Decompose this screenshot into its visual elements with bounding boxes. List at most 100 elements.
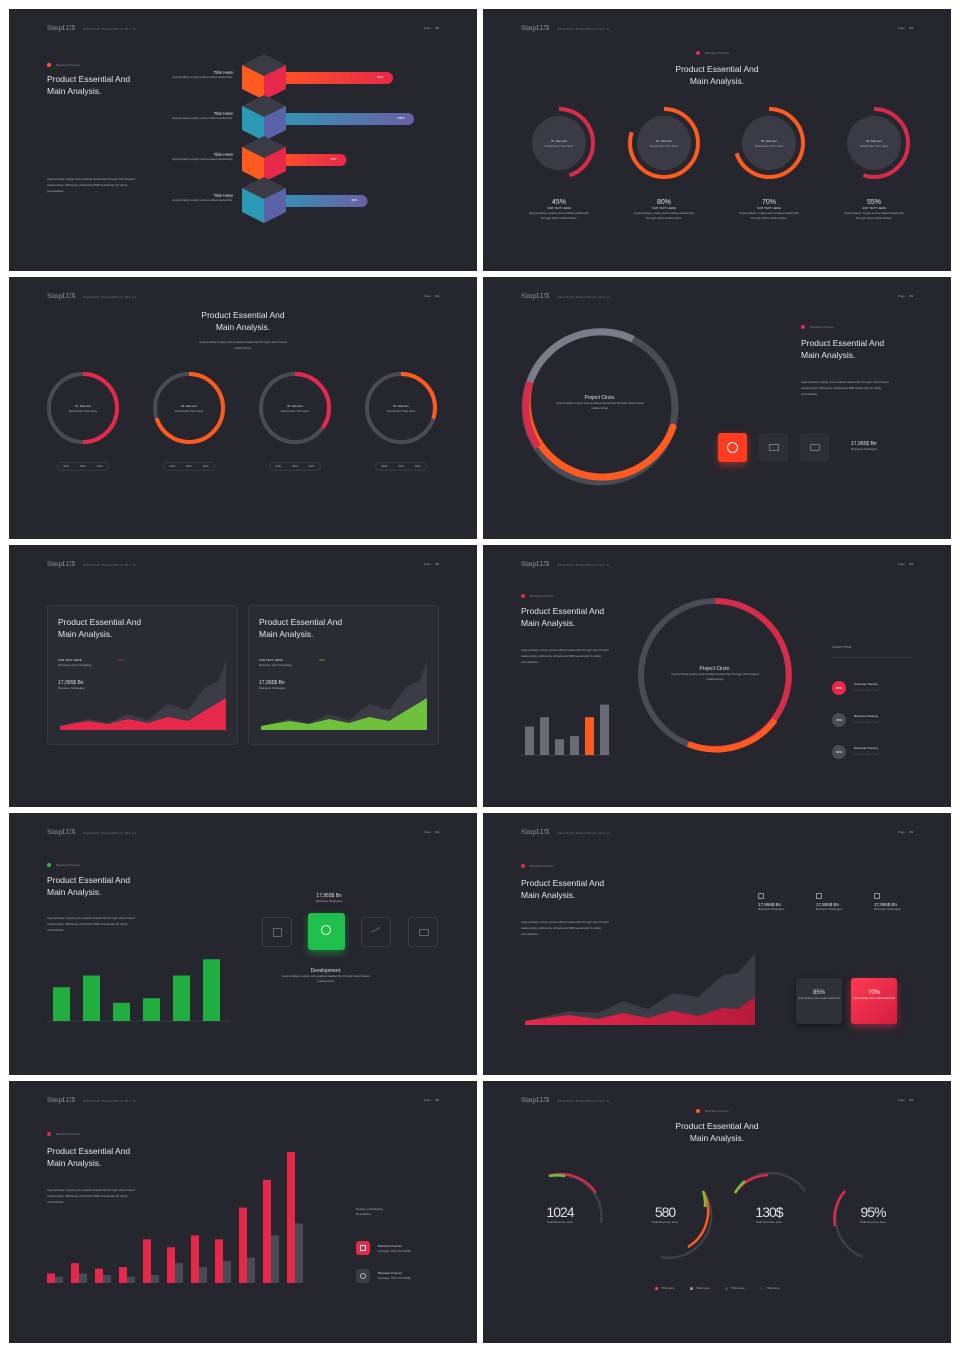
- slide-title: Product Essential And Main Analysis.: [47, 875, 131, 897]
- bar-series-2: [199, 1267, 207, 1283]
- donut-center: [637, 116, 691, 170]
- folder-button[interactable]: [408, 917, 438, 947]
- donut-percent: 55%: [866, 199, 881, 206]
- slide-description: Appropriately supply web-enabled leaders…: [47, 177, 135, 193]
- gauge-charts: [548, 1171, 864, 1259]
- row-title: Title Here: [213, 70, 233, 75]
- ring-arc: [47, 372, 119, 444]
- recycle-button[interactable]: [356, 1269, 370, 1283]
- donut-stat: 45% SUB TEXT HERE Appropriately supply web…: [529, 199, 589, 220]
- row-label: Title Here Appropriately supply web-enabl…: [159, 111, 233, 121]
- ring-label: 04. Element Description Text Here: [386, 404, 416, 413]
- project-circle-chart: [521, 328, 679, 486]
- donut-label: 03. Element Description Text Here: [754, 139, 784, 148]
- progress-value: 86%: [376, 75, 383, 79]
- brand-logo: SimpLUX Essential Presentation Kit v1: [521, 25, 610, 32]
- bar: [600, 704, 609, 755]
- book-button[interactable]: [262, 917, 292, 947]
- slide-description: Appropriately supply web-enabled leaders…: [521, 920, 609, 936]
- page-number: Page: 01: [423, 294, 439, 298]
- camera-button[interactable]: [800, 433, 829, 462]
- bar-series-1: [191, 1235, 199, 1283]
- bar-series-2: [151, 1275, 159, 1283]
- slide-description: Appropriately supply web-enabled leaders…: [801, 380, 889, 396]
- folder-icon: [419, 929, 429, 936]
- camera-icon: [810, 444, 820, 451]
- legend-item: Tittle Here: [725, 1286, 745, 1291]
- page-number: Page: 01: [423, 562, 439, 566]
- row-title: Title Here: [213, 193, 233, 198]
- chart-title: CHART TITLE: [832, 645, 852, 649]
- stat-item: 17,955$ Bn Business Strategies: [874, 893, 901, 912]
- bar: [83, 975, 100, 1021]
- page-number: Page: 01: [897, 830, 913, 834]
- stat-label: Business Strategies: [874, 907, 901, 911]
- ring-label: 01. Element Description Text Here: [68, 404, 98, 413]
- donut-label: 04. Element Description Text Here: [859, 139, 889, 148]
- bar-series-1: [47, 1273, 55, 1283]
- bar: [570, 736, 579, 755]
- stat-item: 17,955$ Bn Business Strategies: [758, 893, 785, 912]
- bar-series-1: [119, 1267, 127, 1283]
- settings-button[interactable]: [718, 433, 747, 462]
- slide-description: Appropriately supply web-enabled leaders…: [199, 340, 287, 350]
- progress-value: 69%: [351, 198, 358, 202]
- stat-box-85: 85% Appropriately web-enable leadership: [796, 978, 842, 1024]
- cube-button[interactable]: [356, 1241, 370, 1255]
- stat-box-70: 70% Appropriately web-enable leadership: [851, 978, 897, 1024]
- cube-left: [242, 147, 264, 182]
- donut-percent: 45%: [551, 199, 566, 206]
- stat-value: 17,955$ Bn: [851, 441, 877, 447]
- development-description: Appropriately supply web-enabled leaders…: [282, 974, 370, 983]
- brand-logo: SimpLUX Essential Presentation Kit v1: [521, 293, 610, 300]
- stat-value: 17,955$ Bn: [259, 680, 285, 686]
- cube-left: [242, 106, 264, 141]
- cube-bar-chart: [242, 54, 414, 223]
- row-label: Title Here Appropriately supply web-enabl…: [159, 70, 233, 80]
- brand-logo: SimpLUX Essential Presentation Kit v1: [47, 1097, 136, 1104]
- bar-series-1: [143, 1239, 151, 1283]
- donut-stat: 55% SUB TEXT HERE Appropriately supply web…: [844, 199, 904, 220]
- bar-series-1: [95, 1268, 103, 1283]
- gauge-value: 130$ Total Revenue Here: [739, 1204, 799, 1225]
- gauge-value: 1024 Total Revenue Here: [530, 1204, 590, 1225]
- stat-label: Business Strategies: [259, 686, 286, 690]
- donut-label: 01. Element Description Text Here: [544, 139, 574, 148]
- slide-1: SimpLUX Essential Presentation Kit v1 Pag…: [9, 9, 477, 271]
- stat-label: Business Strategies: [315, 899, 343, 903]
- circle-description: Appropriately supply web-enabled leaders…: [671, 672, 759, 681]
- bar: [555, 739, 564, 755]
- bar-series-1: [71, 1263, 79, 1283]
- ring-arc: [365, 372, 437, 444]
- bar: [173, 975, 190, 1021]
- ring-legend: 50% 35% 30%: [375, 462, 427, 471]
- stat-item: 17,955$ Bn Business Strategies: [816, 893, 843, 912]
- legend-badge: 85%: [832, 681, 846, 695]
- donut-percent: 70%: [761, 199, 776, 206]
- development-title: Development.: [310, 968, 342, 974]
- user-button[interactable]: [308, 913, 345, 950]
- donut-percent: 80%: [656, 199, 671, 206]
- send-button[interactable]: [361, 917, 391, 947]
- card-percent: 65%: [118, 658, 125, 662]
- cube-right: [264, 147, 286, 182]
- bar: [525, 726, 534, 755]
- donut-charts: [523, 107, 910, 179]
- ring-arc: [153, 372, 225, 444]
- legend-item: Tittle Here: [655, 1286, 675, 1291]
- slide-5: SimpLUX Essential Presentation Kit v1 Pag…: [9, 545, 477, 807]
- side-title: Design or Marketing Description: [356, 1207, 383, 1216]
- donut-label: 02. Element Description Text Here: [649, 139, 679, 148]
- slide-10: SimpLUX Essential Presentation Kit v1 Pag…: [483, 1081, 951, 1343]
- gauge-number: 95%: [860, 1204, 886, 1220]
- ring-label: 02. Element Description Text Here: [174, 404, 204, 413]
- stat-label: Business Strategies: [58, 686, 85, 690]
- cube-right: [264, 106, 286, 141]
- cube-icon: [360, 1245, 366, 1251]
- folder-button[interactable]: [759, 433, 788, 462]
- cube-right: [264, 188, 286, 223]
- brand-logo: SimpLUX Essential Presentation Kit v1: [521, 1097, 610, 1104]
- slide-title: Product Essential And Main Analysis.: [201, 310, 285, 332]
- gear-icon: [816, 893, 822, 899]
- row-title: Title Here: [213, 111, 233, 116]
